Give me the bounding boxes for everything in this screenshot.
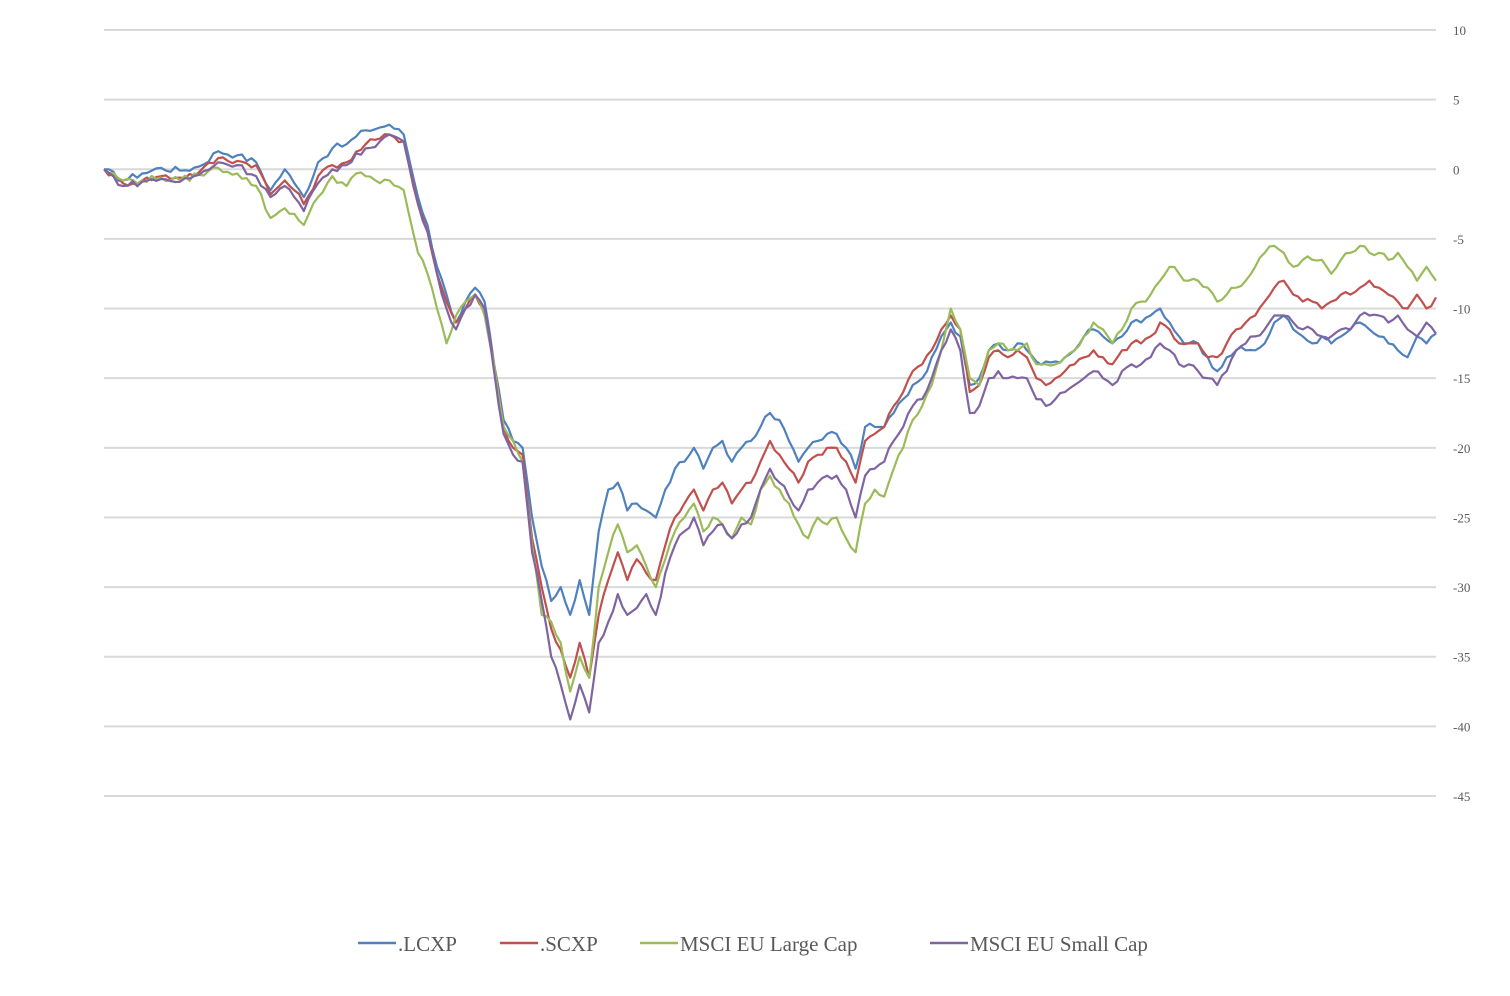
legend-label: MSCI EU Small Cap	[970, 932, 1148, 956]
y-tick-label: 5	[1453, 93, 1460, 108]
legend-label: .SCXP	[540, 932, 598, 956]
y-tick-label: -15	[1453, 371, 1470, 386]
y-tick-label: 10	[1453, 23, 1466, 38]
y-tick-label: -40	[1453, 719, 1470, 734]
y-tick-label: -20	[1453, 441, 1470, 456]
legend-label: .LCXP	[398, 932, 457, 956]
y-tick-label: -35	[1453, 650, 1470, 665]
y-axis-ticks: 10 5 0 -5 -10 -15 -20 -25 -30 -35 -40 -45	[1453, 23, 1470, 804]
y-tick-label: -30	[1453, 580, 1470, 595]
y-tick-label: -45	[1453, 789, 1470, 804]
series-line-2	[103, 133, 1437, 679]
series-line-1	[104, 123, 1437, 616]
y-tick-label: 0	[1453, 162, 1460, 177]
y-tick-label: -25	[1453, 510, 1470, 525]
y-tick-label: -5	[1453, 232, 1464, 247]
series-line-3	[103, 166, 1437, 693]
legend: .LCXP .SCXP MSCI EU Large Cap MSCI EU Small…	[358, 932, 1148, 956]
series-line-4	[103, 133, 1437, 721]
y-tick-label: -10	[1453, 302, 1470, 317]
series-lines	[103, 123, 1437, 721]
legend-label: MSCI EU Large Cap	[680, 932, 858, 956]
